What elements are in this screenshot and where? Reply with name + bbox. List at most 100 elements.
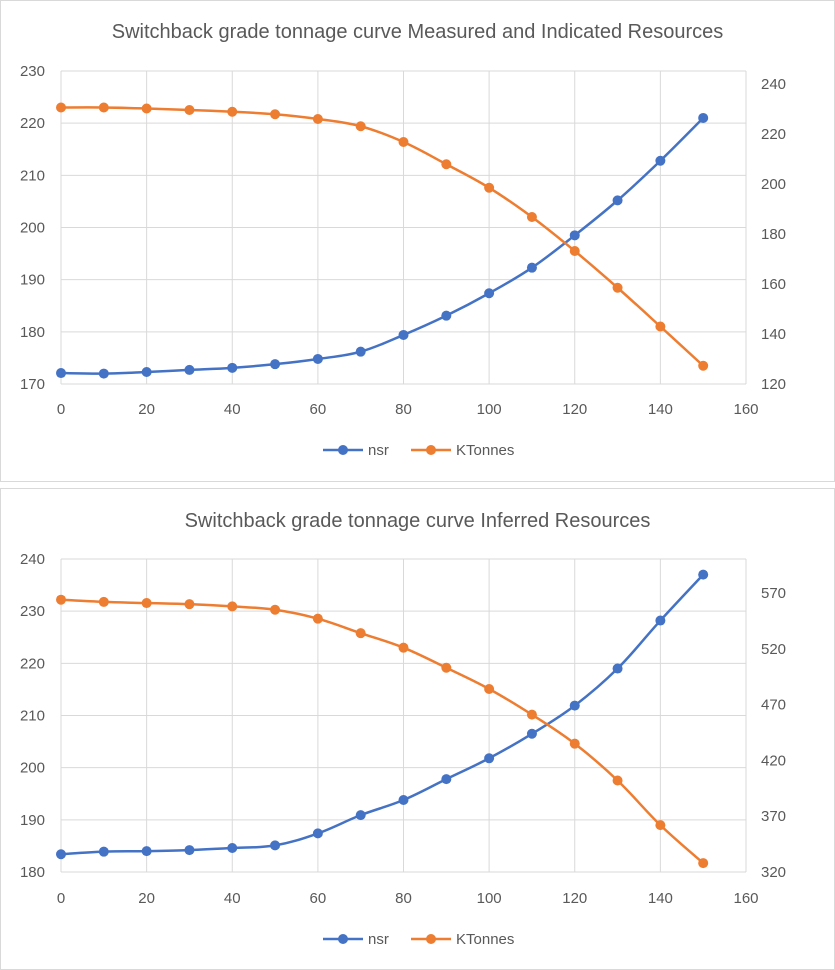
- y-left-tick-label: 230: [20, 63, 45, 80]
- series-line-nsr: [60, 573, 705, 856]
- y-right-tick-label: 160: [761, 276, 786, 293]
- data-point-ktonnes: [441, 662, 452, 673]
- y-left-tick-label: 210: [20, 167, 45, 184]
- data-point-nsr: [441, 310, 452, 321]
- legend-marker-nsr: [338, 934, 348, 944]
- legend-marker-ktonnes: [426, 934, 436, 944]
- data-point-ktonnes: [141, 103, 152, 114]
- x-tick-label: 140: [648, 401, 673, 418]
- data-point-ktonnes: [312, 613, 323, 624]
- data-point-nsr: [698, 569, 709, 580]
- chart-panel-measured-indicated: Switchback grade tonnage curve Measured …: [0, 0, 835, 482]
- x-tick-label: 100: [477, 890, 502, 907]
- y-left-tick-label: 230: [20, 603, 45, 620]
- data-point-ktonnes: [184, 599, 195, 610]
- series-line-ktonnes: [60, 598, 705, 865]
- data-point-ktonnes: [398, 137, 409, 147]
- y-right-tick-label: 520: [761, 641, 786, 658]
- data-point-nsr: [312, 353, 323, 364]
- data-point-nsr: [355, 810, 366, 821]
- x-tick-label: 20: [138, 401, 155, 418]
- data-point-nsr: [141, 367, 152, 378]
- data-point-nsr: [312, 828, 323, 839]
- data-point-ktonnes: [56, 102, 66, 113]
- data-point-nsr: [612, 663, 623, 674]
- data-point-ktonnes: [655, 820, 666, 831]
- x-tick-label: 120: [562, 890, 587, 907]
- data-point-nsr: [569, 230, 580, 241]
- data-point-ktonnes: [698, 858, 709, 869]
- chart-inferred: Switchback grade tonnage curve Inferred …: [20, 510, 786, 948]
- data-point-ktonnes: [270, 109, 281, 120]
- chart-measured-indicated: Switchback grade tonnage curve Measured …: [20, 21, 786, 459]
- data-point-nsr: [355, 346, 366, 357]
- y-left-tick-label: 220: [20, 115, 45, 132]
- data-point-ktonnes: [655, 321, 666, 332]
- y-right-tick-label: 570: [761, 585, 786, 602]
- x-tick-label: 160: [733, 890, 758, 907]
- data-point-nsr: [98, 846, 109, 857]
- series-nsr: [56, 112, 709, 379]
- y-right-tick-label: 200: [761, 176, 786, 193]
- data-point-ktonnes: [526, 709, 537, 720]
- data-point-ktonnes: [698, 360, 709, 371]
- y-left-tick-label: 240: [20, 551, 45, 568]
- data-point-ktonnes: [270, 604, 281, 615]
- y-left-tick-label: 170: [20, 376, 45, 393]
- data-point-ktonnes: [398, 642, 409, 653]
- x-tick-label: 40: [224, 890, 241, 907]
- data-point-nsr: [227, 362, 238, 373]
- series-line-ktonnes: [60, 106, 705, 367]
- x-tick-label: 80: [395, 401, 412, 418]
- y-right-tick-label: 240: [761, 76, 786, 93]
- data-point-nsr: [698, 112, 709, 123]
- data-point-ktonnes: [526, 212, 537, 222]
- legend-label-nsr: nsr: [368, 442, 389, 459]
- legend-label-nsr: nsr: [368, 931, 389, 948]
- data-point-nsr: [56, 849, 66, 860]
- x-tick-label: 20: [138, 890, 155, 907]
- y-left-tick-label: 200: [20, 760, 45, 777]
- data-point-ktonnes: [98, 102, 109, 113]
- y-right-tick-label: 220: [761, 126, 786, 143]
- series-ktonnes: [56, 102, 709, 371]
- data-point-nsr: [184, 364, 195, 375]
- y-right-tick-label: 470: [761, 697, 786, 714]
- y-right-tick-label: 140: [761, 326, 786, 343]
- chart-panel-inferred: Switchback grade tonnage curve Inferred …: [0, 488, 835, 970]
- x-tick-label: 40: [224, 401, 241, 418]
- y-left-tick-label: 220: [20, 655, 45, 672]
- y-left-tick-label: 210: [20, 708, 45, 725]
- series-line-nsr: [60, 117, 705, 375]
- y-left-tick-label: 190: [20, 812, 45, 829]
- data-point-nsr: [655, 155, 666, 166]
- data-point-nsr: [484, 288, 495, 299]
- y-right-tick-label: 180: [761, 226, 786, 243]
- data-point-ktonnes: [612, 282, 623, 293]
- y-right-tick-label: 420: [761, 752, 786, 769]
- y-left-tick-label: 190: [20, 272, 45, 289]
- x-tick-label: 100: [477, 401, 502, 418]
- y-right-tick-label: 370: [761, 808, 786, 825]
- data-point-ktonnes: [227, 106, 238, 117]
- data-point-ktonnes: [355, 628, 366, 639]
- data-point-nsr: [227, 843, 238, 854]
- data-point-ktonnes: [227, 601, 238, 612]
- x-tick-label: 0: [57, 890, 65, 907]
- y-left-tick-label: 200: [20, 220, 45, 237]
- chart-title: Switchback grade tonnage curve Inferred …: [185, 510, 651, 532]
- y-right-tick-label: 320: [761, 864, 786, 881]
- data-point-nsr: [484, 753, 495, 764]
- data-point-nsr: [526, 262, 537, 273]
- y-left-tick-label: 180: [20, 864, 45, 881]
- x-tick-label: 120: [562, 401, 587, 418]
- data-point-nsr: [141, 846, 152, 857]
- legend-marker-nsr: [338, 445, 348, 455]
- data-point-ktonnes: [141, 598, 152, 609]
- legend-marker-ktonnes: [426, 445, 436, 455]
- data-point-ktonnes: [56, 594, 66, 605]
- y-left-tick-label: 180: [20, 324, 45, 341]
- data-point-nsr: [398, 795, 409, 806]
- data-point-nsr: [398, 329, 409, 340]
- series-nsr: [56, 569, 709, 860]
